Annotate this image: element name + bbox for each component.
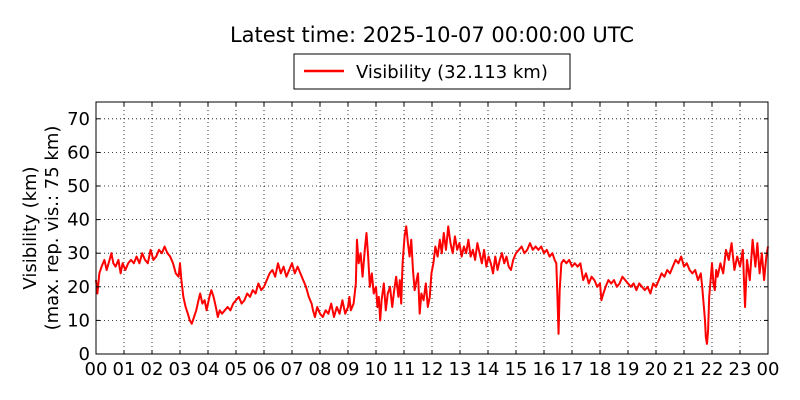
x-tick-label: 07 <box>281 359 304 380</box>
plot-frame <box>95 101 769 355</box>
x-tick-label: 17 <box>561 359 584 380</box>
y-tick-label: 70 <box>67 109 90 130</box>
x-tick-label: 00 <box>85 359 108 380</box>
x-tick-label: 03 <box>169 359 192 380</box>
x-tick-label: 09 <box>337 359 360 380</box>
legend-label: Visibility (32.113 km) <box>356 62 548 83</box>
grid-lines <box>96 102 768 354</box>
y-tick-label: 60 <box>67 142 90 163</box>
x-tick-label: 20 <box>645 359 668 380</box>
x-tick-label: 19 <box>617 359 640 380</box>
y-tick-label: 10 <box>67 310 90 331</box>
x-tick-label: 12 <box>421 359 444 380</box>
x-tick-label: 02 <box>141 359 164 380</box>
x-tick-label: 10 <box>365 359 388 380</box>
y-axis-label-line2: (max. rep. vis.: 75 km) <box>42 126 63 331</box>
y-axis-label-line1: Visibility (km) <box>20 166 41 289</box>
legend: Visibility (32.113 km) <box>293 53 571 90</box>
x-tick-label: 22 <box>701 359 724 380</box>
x-tick-labels: 00 01 02 03 04 05 06 07 08 09 10 11 12 13 14 15 16 17 18 19… <box>85 359 780 380</box>
x-tick-label: 14 <box>477 359 500 380</box>
x-tick-label: 06 <box>253 359 276 380</box>
y-tick-label: 40 <box>67 210 90 231</box>
y-axis-label: Visibility (km) (max. rep. vis.: 75 km) <box>20 126 63 331</box>
x-tick-label: 15 <box>505 359 528 380</box>
x-tick-label: 01 <box>113 359 136 380</box>
x-tick-label: 00 <box>757 359 780 380</box>
y-tick-label: 50 <box>67 176 90 197</box>
y-tick-label: 30 <box>67 243 90 264</box>
chart-title: Latest time: 2025-10-07 00:00:00 UTC <box>230 23 634 47</box>
y-tick-label: 0 <box>79 344 90 365</box>
x-tick-label: 05 <box>225 359 248 380</box>
y-tick-label: 20 <box>67 277 90 298</box>
x-tick-label: 13 <box>449 359 472 380</box>
x-tick-label: 11 <box>393 359 416 380</box>
x-tick-label: 08 <box>309 359 332 380</box>
plot-area <box>95 101 769 355</box>
x-tick-label: 16 <box>533 359 556 380</box>
tick-marks <box>95 102 769 355</box>
x-tick-label: 23 <box>729 359 752 380</box>
x-tick-label: 21 <box>673 359 696 380</box>
y-tick-labels: 0 10 20 30 40 50 60 70 <box>67 109 90 365</box>
x-tick-label: 18 <box>589 359 612 380</box>
series-layer <box>95 225 769 345</box>
series-line-visibility <box>95 225 769 345</box>
x-tick-label: 04 <box>197 359 220 380</box>
